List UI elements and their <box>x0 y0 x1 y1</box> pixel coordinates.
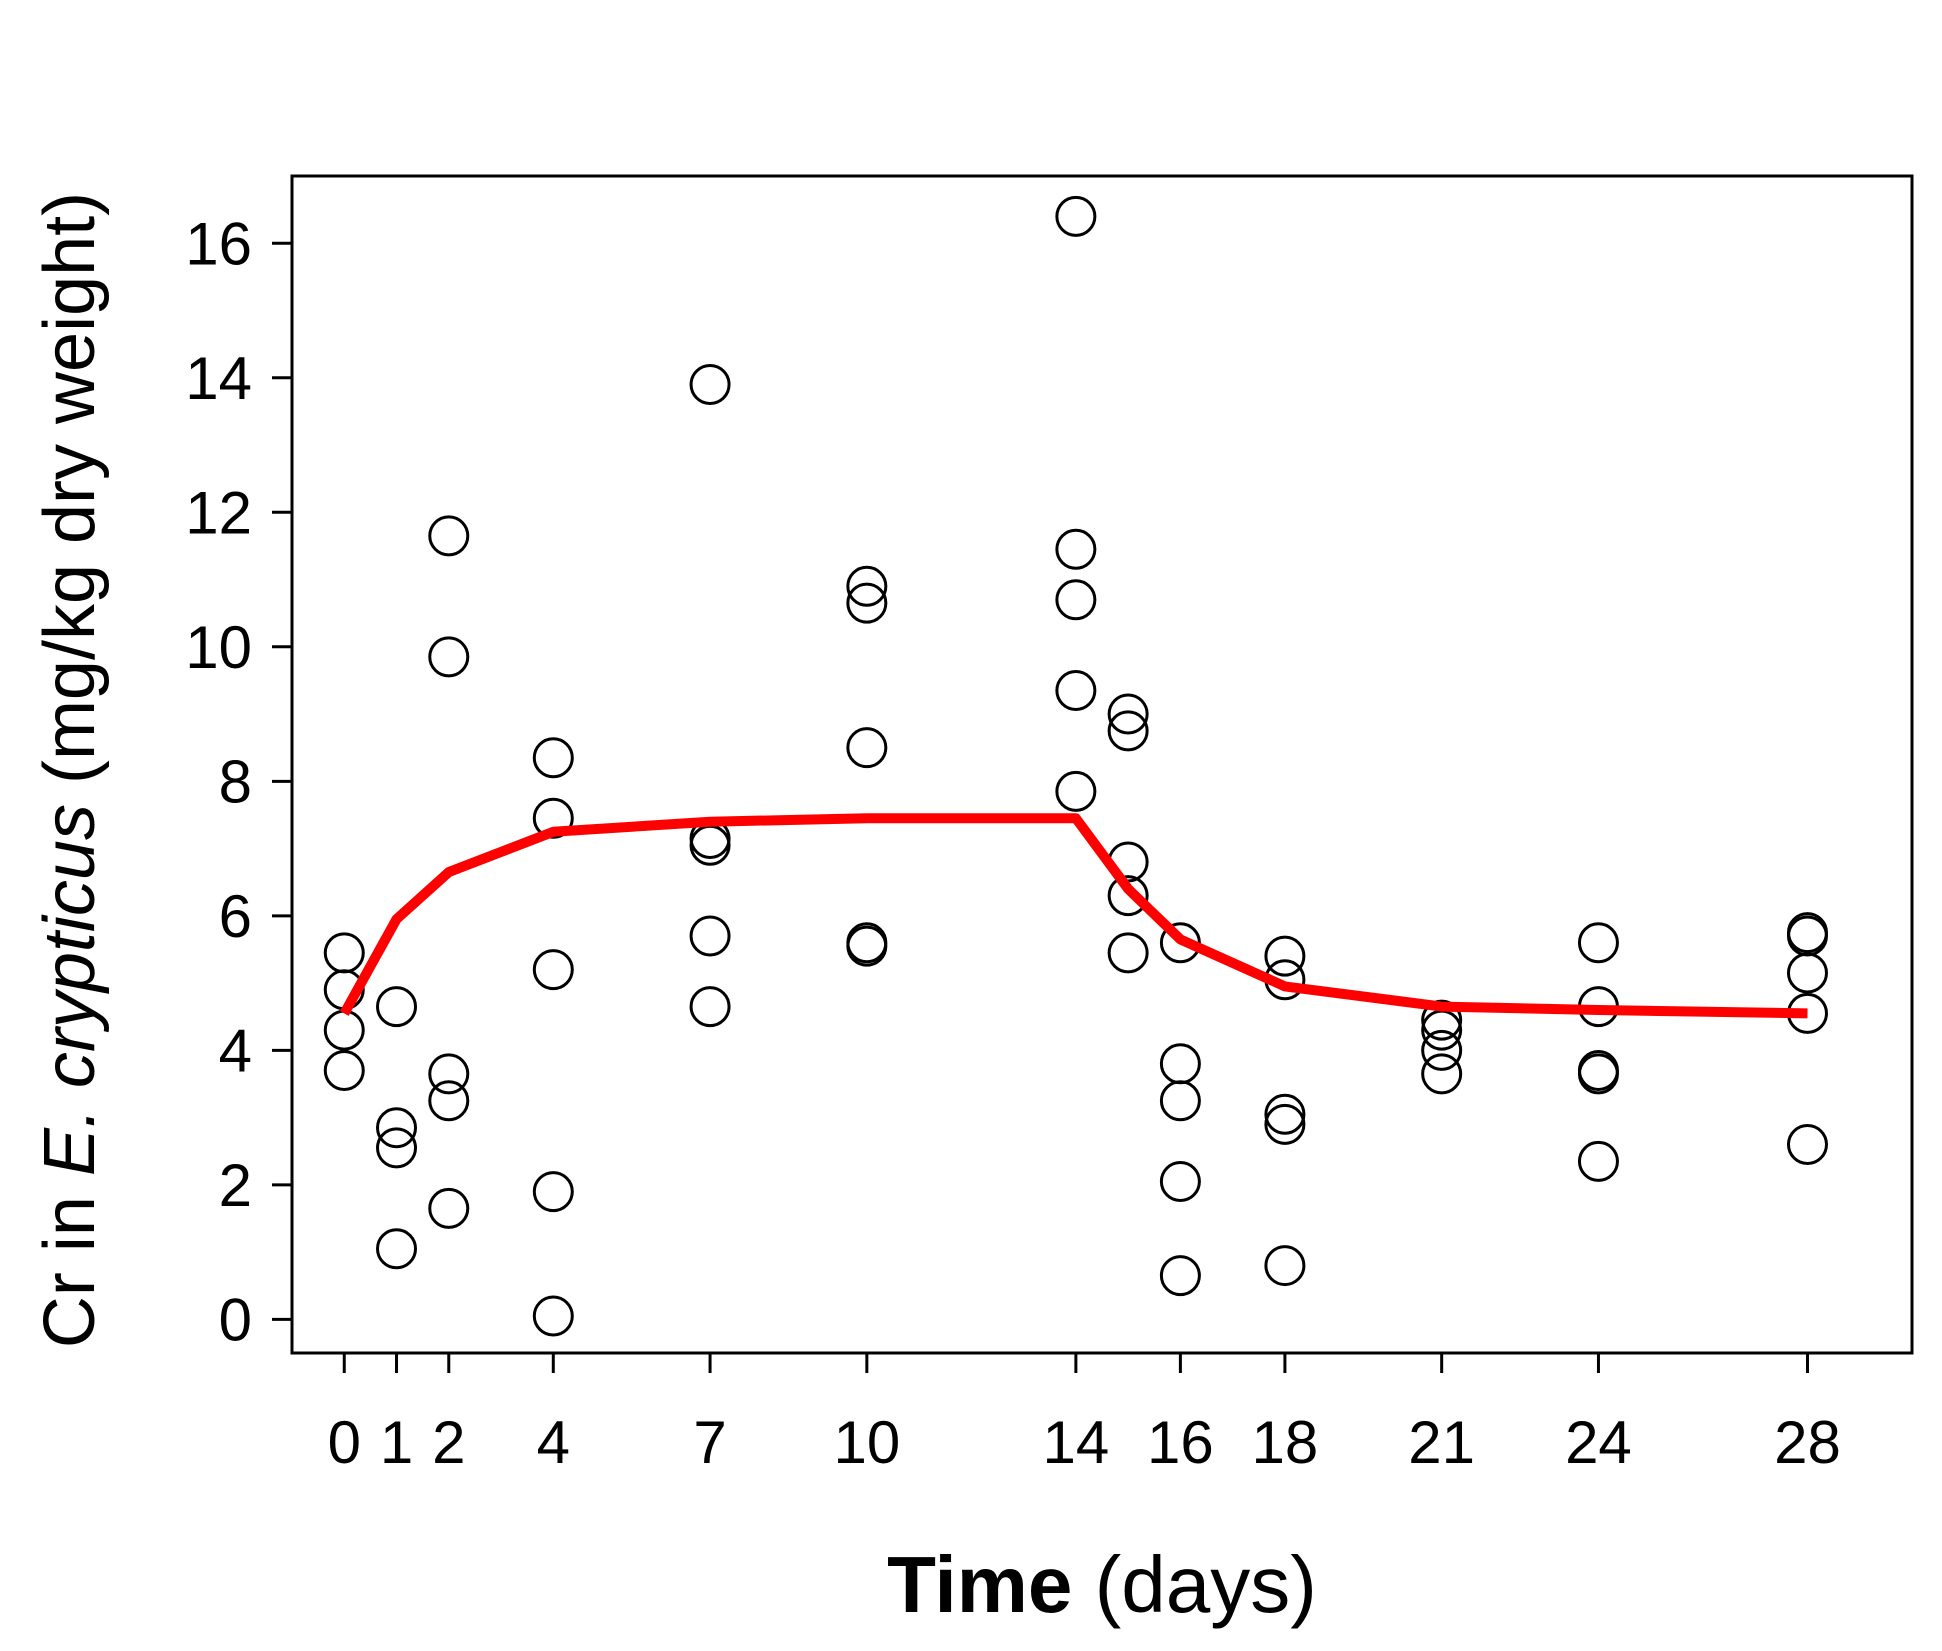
y-tick-label: 14 <box>185 345 252 412</box>
data-point <box>1577 922 1619 964</box>
data-point <box>846 922 888 964</box>
y-axis-title-suffix: (mg/kg dry weight) <box>30 192 110 804</box>
data-point <box>428 1080 470 1122</box>
data-point <box>532 737 574 779</box>
data-point <box>1421 1053 1463 1095</box>
data-point <box>1107 875 1149 917</box>
x-tick-label: 16 <box>1147 1409 1214 1476</box>
y-axis-title-prefix: Cr in <box>30 1176 110 1348</box>
data-point <box>1159 1255 1201 1297</box>
data-point <box>1786 912 1828 954</box>
y-tick-label: 4 <box>219 1017 252 1084</box>
x-axis-title: Time (days) <box>887 1540 1317 1629</box>
y-tick-label: 8 <box>219 748 252 815</box>
y-axis: 0 2 4 6 8 10 12 14 16 <box>185 210 292 1353</box>
y-tick-label: 0 <box>219 1286 252 1353</box>
data-point <box>1264 1103 1306 1145</box>
fit-line <box>339 813 1808 1019</box>
x-tick-label: 24 <box>1565 1409 1632 1476</box>
data-point <box>1055 579 1097 621</box>
data-point <box>428 636 470 678</box>
data-point <box>1055 670 1097 712</box>
data-point <box>376 1228 418 1270</box>
x-tick-label: 14 <box>1042 1409 1109 1476</box>
x-tick-label: 7 <box>693 1409 726 1476</box>
data-point <box>1055 195 1097 237</box>
data-point <box>1264 1093 1306 1135</box>
y-tick-label: 16 <box>185 210 252 277</box>
data-point <box>1107 693 1149 735</box>
x-tick-label: 10 <box>833 1409 900 1476</box>
x-tick-label: 1 <box>380 1409 413 1476</box>
data-point <box>532 797 574 839</box>
data-point <box>323 1050 365 1092</box>
data-point <box>846 727 888 769</box>
fit-line-group <box>339 813 1808 1019</box>
data-point <box>1264 935 1306 977</box>
data-point <box>1107 710 1149 752</box>
data-point <box>532 949 574 991</box>
x-tick-label: 21 <box>1408 1409 1475 1476</box>
data-point <box>532 1295 574 1337</box>
x-tick-label: 2 <box>432 1409 465 1476</box>
data-point <box>1159 1160 1201 1202</box>
data-point <box>1786 915 1828 957</box>
data-point <box>1577 1140 1619 1182</box>
data-point <box>1264 1245 1306 1287</box>
x-axis-title-bold: Time <box>887 1540 1072 1629</box>
data-point <box>1786 1124 1828 1166</box>
y-tick-label: 10 <box>185 614 252 681</box>
y-tick-label: 2 <box>219 1152 252 1219</box>
data-point <box>1421 1029 1463 1071</box>
data-point <box>323 932 365 974</box>
data-point <box>689 986 731 1028</box>
data-point <box>1577 1053 1619 1095</box>
data-point <box>428 515 470 557</box>
data-point <box>532 1171 574 1213</box>
x-tick-label: 18 <box>1252 1409 1319 1476</box>
data-point <box>376 1127 418 1169</box>
data-point <box>376 986 418 1028</box>
x-tick-label: 0 <box>328 1409 361 1476</box>
y-axis-title: Cr in E. crypticus (mg/kg dry weight) <box>30 192 110 1348</box>
data-point <box>1107 932 1149 974</box>
data-point <box>428 1187 470 1229</box>
data-point <box>323 1009 365 1051</box>
y-axis-title-species: E. crypticus <box>30 804 110 1176</box>
data-point <box>376 1107 418 1149</box>
data-point <box>846 582 888 624</box>
x-tick-label: 4 <box>537 1409 570 1476</box>
data-point <box>1421 999 1463 1041</box>
data-point <box>846 565 888 607</box>
plot-frame <box>290 174 1914 1355</box>
data-point <box>428 1053 470 1095</box>
data-point <box>689 915 731 957</box>
x-axis: 0 1 2 4 7 10 14 16 18 21 24 28 <box>328 1353 1841 1476</box>
data-point <box>689 363 731 405</box>
data-point <box>1159 1043 1201 1085</box>
y-tick-label: 12 <box>185 479 252 546</box>
x-tick-label: 28 <box>1774 1409 1841 1476</box>
data-point <box>1055 528 1097 570</box>
data-point <box>1577 1050 1619 1092</box>
data-point <box>846 925 888 967</box>
data-point <box>1159 1080 1201 1122</box>
data-points <box>323 195 1828 1337</box>
x-axis-title-rest: (days) <box>1072 1540 1317 1629</box>
data-point <box>1786 952 1828 994</box>
y-tick-label: 6 <box>219 883 252 950</box>
data-point <box>1055 770 1097 812</box>
